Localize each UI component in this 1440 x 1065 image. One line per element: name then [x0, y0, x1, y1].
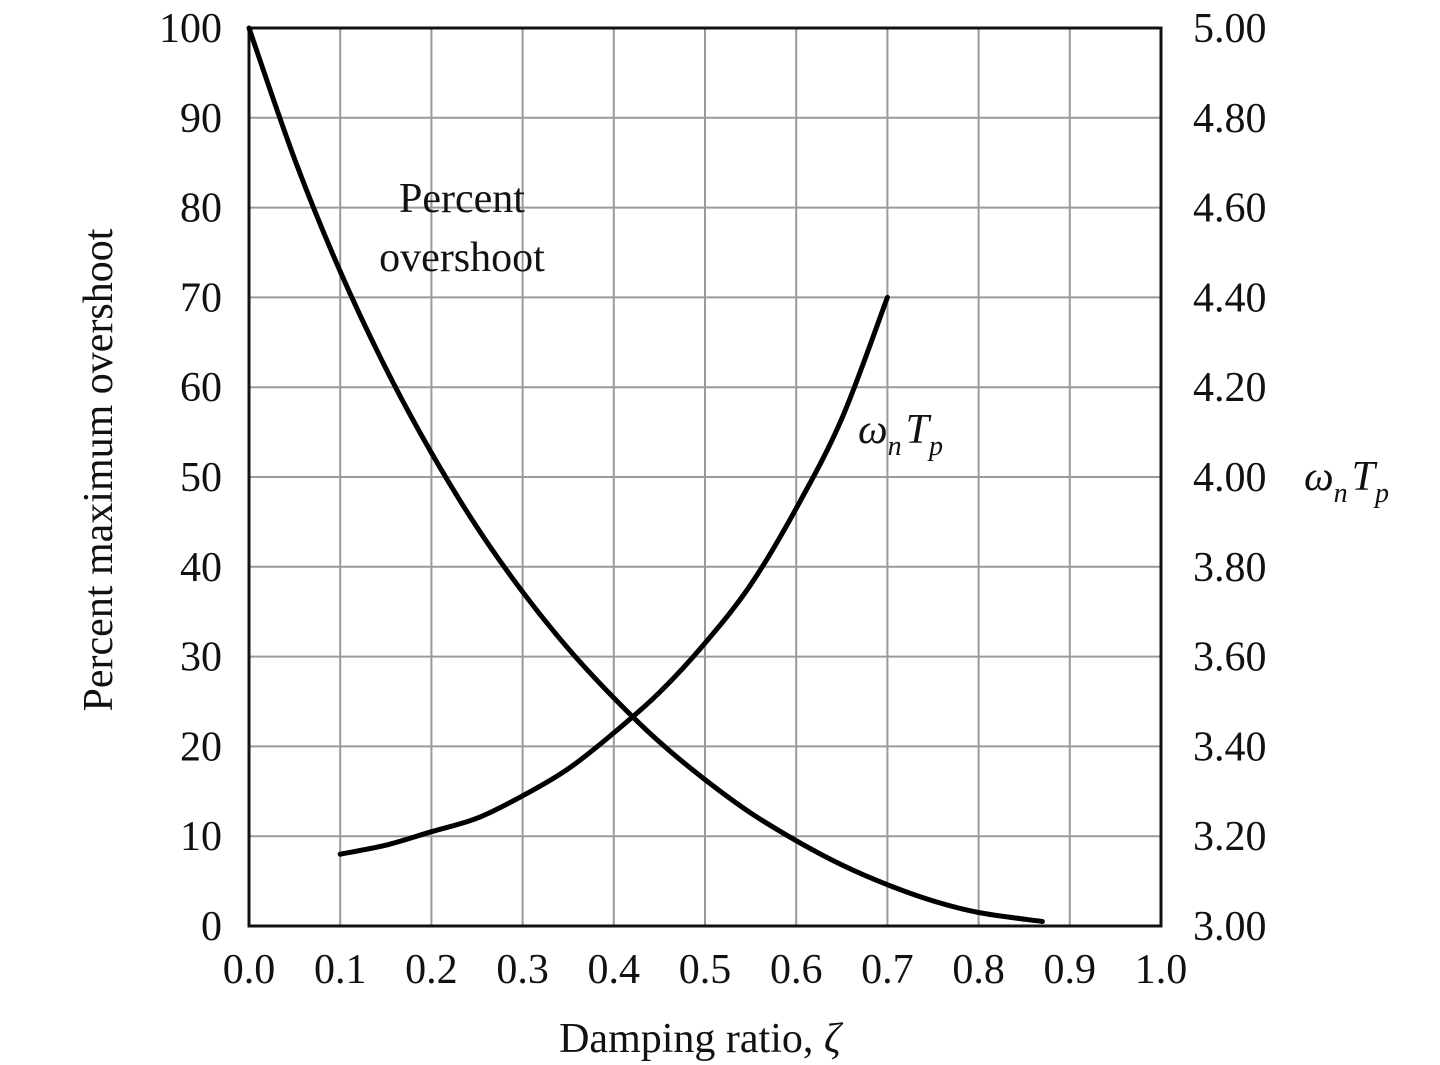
x-tick-label: 0.9 [1044, 947, 1097, 993]
percent-overshoot-line [249, 28, 1042, 922]
x-axis-title: Damping ratio, ζ [559, 1016, 844, 1062]
t-subscript-p: p [927, 431, 943, 462]
y-tick-label: 30 [180, 635, 222, 681]
omega-subscript-n: n [888, 431, 902, 462]
y-tick-label: 0 [201, 904, 222, 950]
x-tick-label: 1.0 [1135, 947, 1188, 993]
y-tick-label: 100 [159, 6, 222, 52]
y2-tick-label: 4.80 [1193, 96, 1267, 142]
x-tick-label: 0.1 [314, 947, 367, 993]
y-axis-title: Percent maximum overshoot [76, 228, 122, 711]
series-layer [249, 28, 1042, 922]
y-tick-label: 40 [180, 545, 222, 591]
y2-tick-label: 4.20 [1193, 365, 1267, 411]
x-tick-label: 0.8 [952, 947, 1005, 993]
x-tick-label: 0.7 [861, 947, 914, 993]
y2-tick-label: 3.80 [1193, 545, 1267, 591]
y2-axis-title: ωnTp [1304, 454, 1389, 509]
x-tick-label: 0.3 [496, 947, 549, 993]
y-tick-label: 80 [180, 186, 222, 232]
y2-tick-label: 3.60 [1193, 635, 1267, 681]
x-tick-label: 0.0 [223, 947, 276, 993]
t-symbol: T [906, 407, 932, 453]
y-tick-label: 70 [180, 275, 222, 321]
y2-tick-label: 3.00 [1193, 904, 1267, 950]
overshoot-annotation-line1: Percent [399, 176, 525, 222]
omega-symbol: ω [858, 407, 888, 453]
x-tick-label: 0.2 [405, 947, 458, 993]
y-tick-label: 60 [180, 365, 222, 411]
y-tick-label: 20 [180, 724, 222, 770]
grid [249, 28, 1161, 926]
y-tick-label: 10 [180, 814, 222, 860]
y2-tick-label: 4.40 [1193, 275, 1267, 321]
x-tick-label: 0.6 [770, 947, 823, 993]
x-tick-label: 0.4 [588, 947, 641, 993]
x-tick-label: 0.5 [679, 947, 732, 993]
y2-tick-label: 5.00 [1193, 6, 1267, 52]
tick-labels: 0.0 0.1 0.2 0.3 0.4 0.5 0.6 0.7 0.8 0.9 1.0 0 10 20 30… [159, 6, 1267, 993]
omega-tp-annotation: ωnTp [858, 407, 943, 462]
y-tick-label: 50 [180, 455, 222, 501]
overshoot-annotation-line2: overshoot [379, 235, 545, 281]
y2-tick-label: 4.60 [1193, 186, 1267, 232]
y-tick-label: 90 [180, 96, 222, 142]
y2-tick-label: 4.00 [1193, 455, 1267, 501]
y2-tick-label: 3.20 [1193, 814, 1267, 860]
y2-tick-label: 3.40 [1193, 724, 1267, 770]
